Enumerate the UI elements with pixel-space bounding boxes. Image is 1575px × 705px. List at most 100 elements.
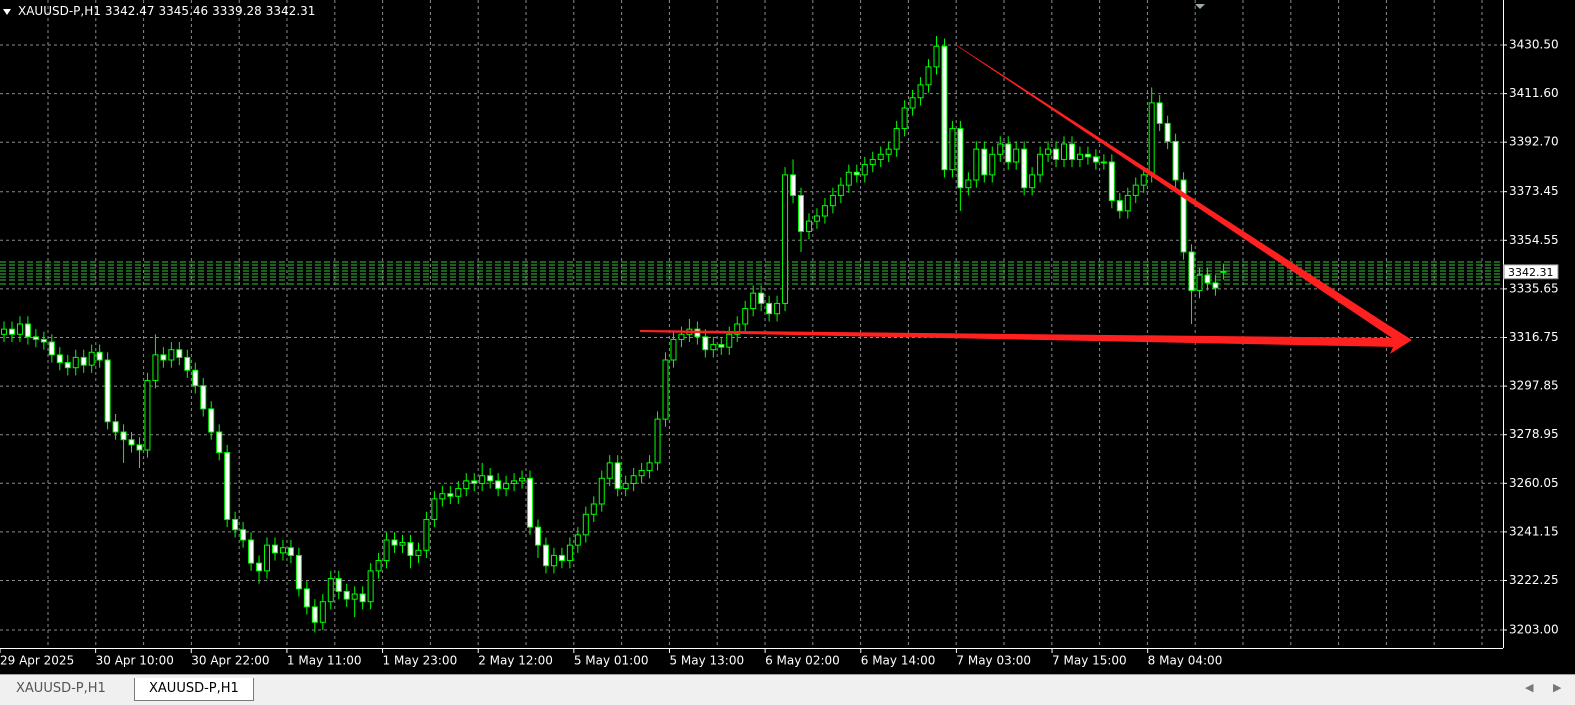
candle-body — [997, 143, 1004, 155]
candle-body — [56, 354, 63, 364]
y-tick-label: 3430.50 — [1509, 38, 1559, 52]
candle-body — [1132, 184, 1139, 196]
candle-body — [566, 544, 573, 562]
candle-body — [702, 336, 709, 351]
candle-body — [1092, 156, 1099, 163]
candle-body — [909, 97, 916, 109]
x-tick-label: 2 May 12:00 — [478, 654, 553, 668]
y-tick-label: 3222.25 — [1509, 573, 1559, 587]
x-tick-label: 7 May 03:00 — [956, 654, 1031, 668]
close-value: 3342.31 — [265, 4, 316, 18]
candle-body — [981, 148, 988, 176]
menu-icon — [3, 9, 11, 15]
candle-body — [925, 66, 932, 86]
candle-body — [917, 84, 924, 99]
candle-body — [853, 171, 860, 176]
chart-tab-active[interactable]: XAUUSD-P,H1 — [134, 678, 254, 701]
candle-body — [798, 194, 804, 232]
candle-body — [359, 593, 366, 603]
candle-body — [1, 328, 7, 335]
candle-body — [256, 562, 263, 572]
candle-body — [1188, 251, 1195, 292]
candle-body — [184, 356, 191, 371]
candle-body — [343, 590, 350, 600]
candle-body — [1029, 174, 1036, 189]
candle-body — [48, 341, 55, 356]
low-value: 3339.28 — [212, 4, 262, 18]
candle-body — [295, 554, 302, 590]
candle-body — [1172, 140, 1179, 181]
candle-body — [861, 164, 868, 176]
candle-body — [622, 482, 629, 490]
candle-body — [965, 179, 972, 189]
x-tick-label: 1 May 11:00 — [287, 654, 362, 668]
candle-body — [192, 369, 199, 387]
candle-body — [311, 606, 318, 623]
candle-body — [1164, 122, 1171, 142]
candle-body — [1196, 274, 1203, 292]
candle-body — [949, 128, 956, 171]
grid — [0, 0, 1503, 648]
candle-body — [232, 518, 239, 531]
candle-body — [264, 544, 271, 572]
candle-body — [1220, 270, 1227, 273]
x-tick-label: 1 May 23:00 — [383, 654, 458, 668]
candle-body — [558, 554, 565, 562]
candle-body — [120, 431, 127, 441]
candle-body — [1045, 148, 1052, 155]
candle-body — [216, 431, 223, 454]
candle-body — [837, 184, 844, 196]
candle-body — [805, 220, 812, 232]
y-tick-label: 3297.85 — [1509, 379, 1559, 393]
candle-body — [606, 462, 613, 479]
candle-body — [590, 503, 597, 515]
candle-body — [88, 351, 95, 366]
candle-body — [654, 418, 661, 464]
candle-body — [303, 588, 310, 608]
candle-body — [989, 153, 996, 176]
candle-body — [335, 578, 342, 592]
candle-body — [1068, 143, 1075, 160]
candle-body — [240, 529, 247, 541]
candle-body — [766, 302, 773, 315]
x-tick-label: 8 May 04:00 — [1148, 654, 1223, 668]
candle-body — [845, 171, 852, 186]
candle-body — [1180, 179, 1187, 253]
tab-scroll-left[interactable]: ◀ — [1525, 681, 1534, 694]
x-tick-label: 5 May 01:00 — [574, 654, 649, 668]
candle-body — [104, 359, 111, 423]
candle-body — [527, 477, 534, 528]
y-tick-label: 3241.15 — [1509, 524, 1559, 538]
chart: 3430.50 3411.60 3392.70 3373.45 3354.55 3335.… — [0, 0, 1559, 668]
candle-body — [710, 344, 717, 351]
price-tag-label: 3342.31 — [1508, 266, 1554, 279]
candle-body — [1124, 194, 1131, 212]
candle-body — [80, 356, 87, 366]
candle-body — [1084, 153, 1091, 158]
y-tick-label: 3278.95 — [1509, 427, 1559, 441]
candle-body — [901, 107, 908, 130]
chart-tab[interactable]: XAUUSD-P,H1 — [16, 681, 106, 696]
x-tick-label: 6 May 14:00 — [861, 654, 936, 668]
candle-body — [598, 477, 605, 505]
candle-body — [479, 475, 486, 484]
candle-body — [319, 601, 326, 623]
candle-body — [1100, 161, 1107, 164]
candle-body — [168, 349, 175, 361]
candle-body — [96, 351, 103, 361]
candle-body — [503, 482, 510, 490]
tab-scroll-right[interactable]: ▶ — [1553, 681, 1562, 694]
candle-body — [1013, 148, 1020, 163]
candle-body — [790, 174, 797, 196]
tab-bar: XAUUSD-P,H1 XAUUSD-P,H1 ◀ ▶ — [0, 674, 1575, 705]
candle-body — [64, 362, 71, 369]
candle-body — [574, 534, 581, 546]
trend-line — [640, 330, 1398, 347]
candle-body — [367, 570, 374, 603]
candle-body — [1108, 161, 1115, 202]
x-tick-label: 29 Apr 2025 — [0, 654, 74, 668]
x-tick-label: 30 Apr 10:00 — [96, 654, 174, 668]
candle-body — [782, 174, 789, 304]
x-tick-label: 30 Apr 22:00 — [191, 654, 269, 668]
